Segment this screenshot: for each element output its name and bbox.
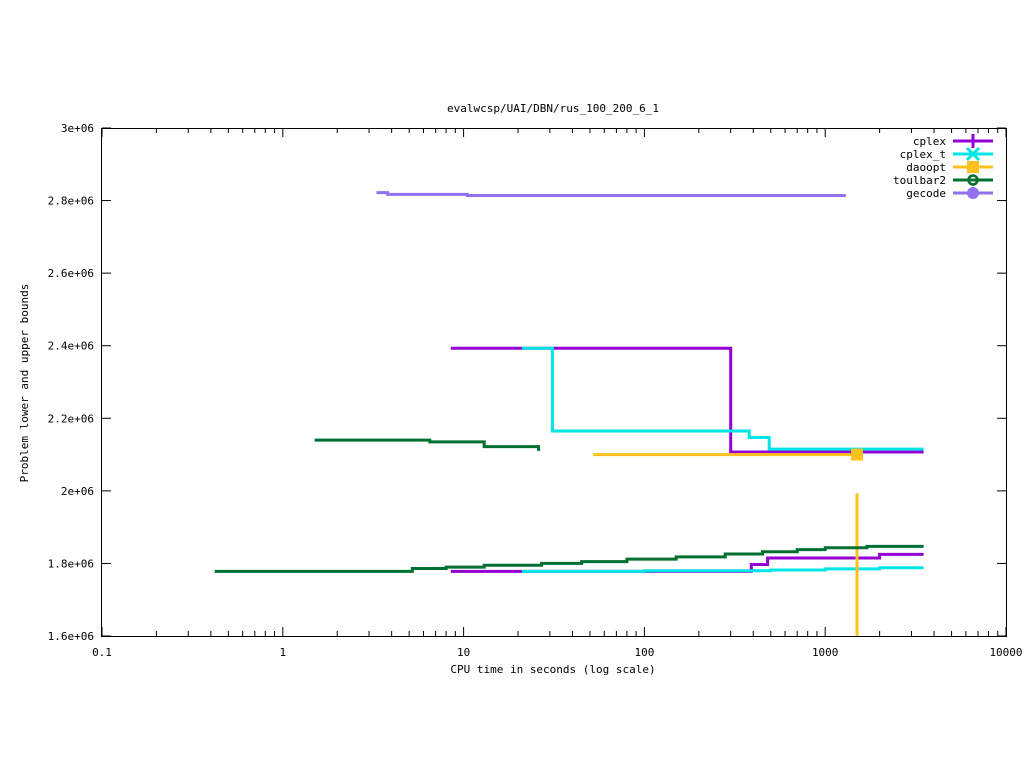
legend-item-cplex: cplex xyxy=(913,134,993,148)
legend-label: cplex_t xyxy=(900,148,946,161)
legend-marker-cplex_t xyxy=(965,146,981,162)
y-tick-label: 2.6e+06 xyxy=(48,267,94,280)
plot-frame xyxy=(101,128,1007,637)
x-tick-label: 1000 xyxy=(812,646,839,659)
y-tick-label: 2.4e+06 xyxy=(48,340,94,353)
series-line-cplex_t xyxy=(521,346,924,451)
legend-item-toulbar2: toulbar2 xyxy=(893,174,993,187)
series-line-toulbar2 xyxy=(314,438,541,451)
series-cplex_t xyxy=(521,346,924,573)
legend-marker-cplex xyxy=(966,134,980,148)
chart-title: evalwcsp/UAI/DBN/rus_100_200_6_1 xyxy=(447,102,659,115)
y-axis: 1.6e+06 1.8e+06 2e+06 2.2e+06 2.4e+06 2.6e+06… xyxy=(48,122,1006,643)
legend-marker-daoopt xyxy=(967,161,979,173)
legend-marker-gecode xyxy=(967,187,979,199)
legend-marker-toulbar2 xyxy=(967,174,979,186)
y-tick-label: 3e+06 xyxy=(61,122,94,135)
series-line-cplex_t xyxy=(521,566,924,573)
legend-item-daoopt: daoopt xyxy=(906,161,993,174)
x-axis: 0.1 1 10 100 1000 10000 xyxy=(92,128,1023,659)
x-tick-label: 10 xyxy=(457,646,470,659)
series-line-gecode xyxy=(376,191,846,197)
legend-label: toulbar2 xyxy=(893,174,946,187)
legend-item-cplex_t: cplex_t xyxy=(900,146,993,162)
x-tick-label: 100 xyxy=(634,646,654,659)
legend-label: gecode xyxy=(906,187,946,200)
y-tick-label: 2e+06 xyxy=(61,485,94,498)
series-daoopt xyxy=(593,448,864,636)
y-tick-label: 1.8e+06 xyxy=(48,557,94,570)
x-tick-label: 0.1 xyxy=(92,646,112,659)
x-tick-label: 1 xyxy=(279,646,286,659)
legend-label: cplex xyxy=(913,135,946,148)
legend-label: daoopt xyxy=(906,161,946,174)
y-tick-label: 1.6e+06 xyxy=(48,630,94,643)
y-tick-label: 2.2e+06 xyxy=(48,412,94,425)
plot-area xyxy=(214,191,924,636)
series-gecode xyxy=(376,191,846,197)
x-tick-label: 10000 xyxy=(989,646,1022,659)
x-axis-label: CPU time in seconds (log scale) xyxy=(450,663,655,676)
series-toulbar2 xyxy=(214,438,924,573)
legend-item-gecode: gecode xyxy=(906,187,993,200)
series-line-toulbar2 xyxy=(214,544,924,573)
data-point-daoopt xyxy=(851,448,864,461)
series-line-cplex xyxy=(450,346,924,454)
y-axis-label: Problem lower and upper bounds xyxy=(18,284,31,483)
y-tick-label: 2.8e+06 xyxy=(48,195,94,208)
